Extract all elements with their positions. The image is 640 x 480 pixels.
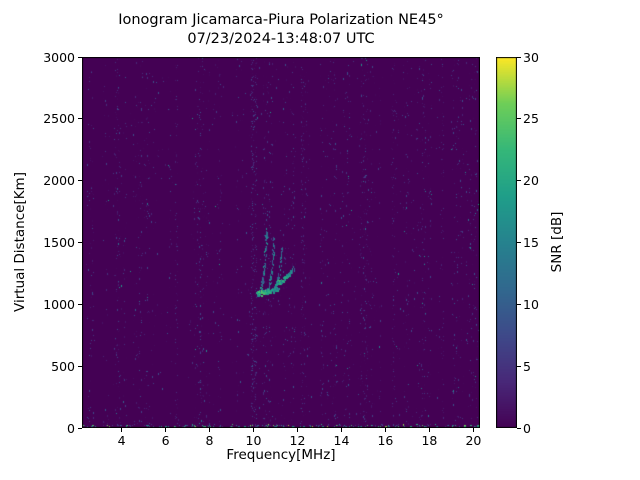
y-tick (78, 180, 82, 182)
x-tick-label: 14 (333, 433, 350, 448)
x-tick (428, 428, 430, 432)
y-tick-label: 2500 (43, 111, 75, 127)
x-axis-label: Frequency[MHz] (226, 447, 336, 463)
y-tick-label: 3000 (43, 49, 75, 65)
y-tick (78, 56, 82, 58)
colorbar-tick (517, 303, 521, 305)
x-tick-label: 8 (205, 433, 214, 448)
colorbar-tick (517, 427, 521, 429)
y-tick (78, 118, 82, 120)
y-axis-label: Virtual Distance[Km] (12, 172, 28, 312)
y-tick-label: 2000 (43, 173, 75, 189)
x-tick-label: 6 (161, 433, 170, 448)
y-tick-label: 500 (51, 358, 75, 374)
y-tick-label: 1000 (43, 296, 75, 312)
colorbar-tick-label: 10 (523, 296, 539, 312)
colorbar-tick-label: 0 (523, 420, 531, 436)
x-tick (340, 428, 342, 432)
colorbar-tick (517, 180, 521, 182)
x-tick-label: 4 (117, 433, 126, 448)
ionogram-heatmap-canvas (82, 57, 480, 428)
x-tick-label: 16 (377, 433, 394, 448)
x-tick (209, 428, 211, 432)
x-tick (384, 428, 386, 432)
x-tick (121, 428, 123, 432)
x-tick-label: 18 (421, 433, 438, 448)
x-tick (296, 428, 298, 432)
colorbar-tick-label: 15 (523, 235, 539, 250)
y-tick (78, 427, 82, 429)
colorbar-tick (517, 56, 521, 58)
colorbar-tick-label: 30 (523, 49, 539, 65)
colorbar-tick-label: 5 (523, 358, 531, 374)
x-tick-label: 12 (289, 433, 306, 448)
colorbar-tick-label: 20 (523, 173, 539, 189)
y-tick-label: 1500 (43, 235, 75, 250)
colorbar-canvas (496, 57, 517, 428)
chart-title: Ionogram Jicamarca-Piura Polarization NE… (118, 12, 444, 28)
colorbar-tick (517, 365, 521, 367)
y-tick (78, 365, 82, 367)
colorbar-tick (517, 118, 521, 120)
x-tick (165, 428, 167, 432)
x-tick (472, 428, 474, 432)
y-tick-label: 0 (67, 420, 75, 436)
y-tick (78, 303, 82, 305)
colorbar-tick-label: 25 (523, 111, 539, 127)
chart-subtitle: 07/23/2024-13:48:07 UTC (187, 31, 375, 47)
colorbar-tick (517, 242, 521, 243)
x-tick (253, 428, 254, 432)
x-tick-label: 10 (245, 433, 262, 448)
x-tick-label: 20 (465, 433, 482, 448)
y-tick (78, 242, 82, 243)
